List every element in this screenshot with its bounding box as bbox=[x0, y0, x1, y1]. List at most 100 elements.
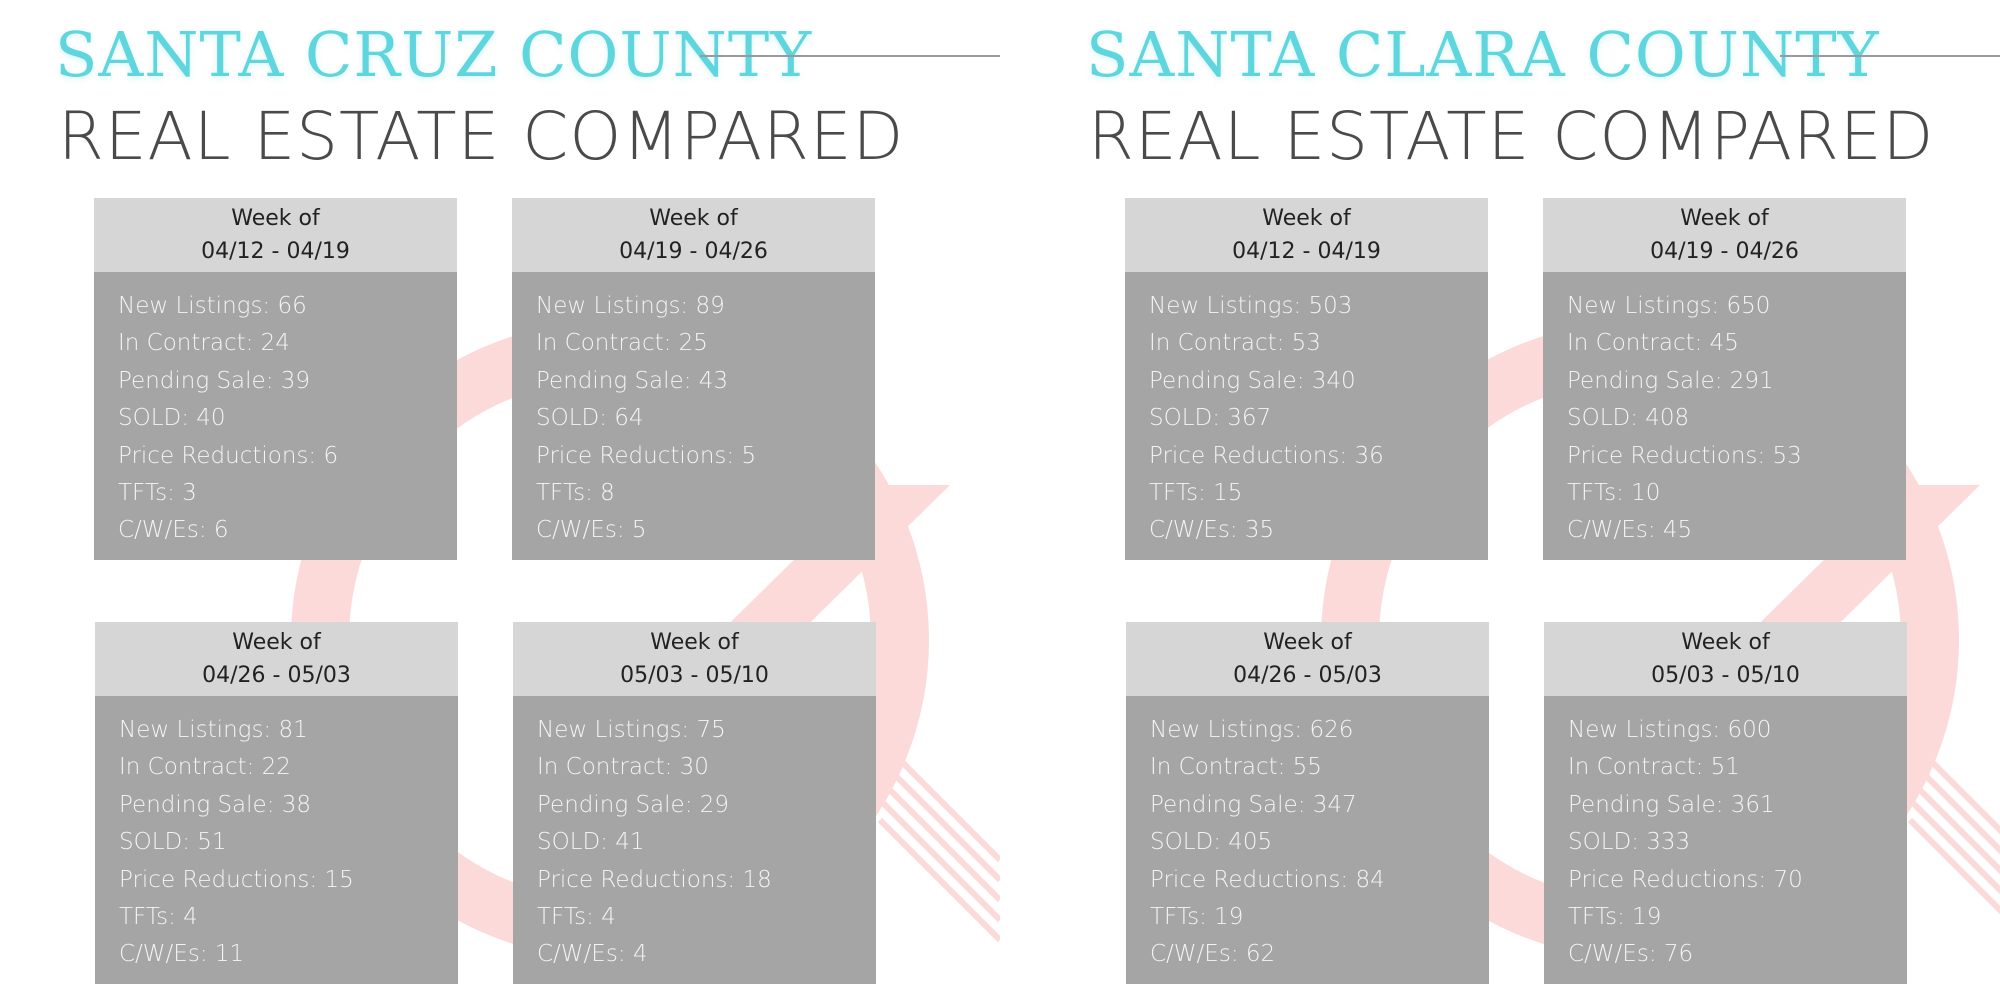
stat-tfts: TFTs: 15 bbox=[1149, 479, 1243, 506]
stat-sold: SOLD: 64 bbox=[536, 405, 644, 432]
card-stats: New Listings: 650 In Contract: 45 Pendin… bbox=[1543, 272, 1906, 560]
stat-cwes: C/W/Es: 62 bbox=[1150, 941, 1276, 968]
card-header: Week of 04/26 - 05/03 bbox=[95, 622, 458, 696]
week-card: Week of 04/12 - 04/19 New Listings: 503 … bbox=[1125, 198, 1488, 560]
week-label: Week of bbox=[1681, 630, 1770, 655]
stat-tfts: TFTs: 4 bbox=[119, 903, 198, 930]
week-label: Week of bbox=[232, 630, 321, 655]
stat-pending-sale: Pending Sale: 43 bbox=[536, 367, 729, 394]
stat-pending-sale: Pending Sale: 347 bbox=[1150, 791, 1357, 818]
stat-in-contract: In Contract: 24 bbox=[118, 330, 290, 357]
week-dates: 04/26 - 05/03 bbox=[1233, 663, 1382, 688]
card-header: Week of 04/12 - 04/19 bbox=[94, 198, 457, 272]
week-label: Week of bbox=[650, 630, 739, 655]
stat-in-contract: In Contract: 51 bbox=[1568, 754, 1740, 781]
stat-new-listings: New Listings: 81 bbox=[119, 717, 308, 743]
week-dates: 04/26 - 05/03 bbox=[202, 663, 351, 688]
stat-sold: SOLD: 333 bbox=[1568, 829, 1691, 856]
stat-new-listings: New Listings: 503 bbox=[1149, 293, 1353, 319]
stat-cwes: C/W/Es: 4 bbox=[537, 941, 648, 968]
stat-tfts: TFTs: 4 bbox=[537, 903, 616, 930]
stat-price-reductions: Price Reductions: 6 bbox=[118, 442, 339, 469]
stat-cwes: C/W/Es: 11 bbox=[119, 941, 245, 968]
card-header: Week of 05/03 - 05/10 bbox=[513, 622, 876, 696]
card-header: Week of 04/19 - 04/26 bbox=[512, 198, 875, 272]
stat-cwes: C/W/Es: 5 bbox=[536, 517, 647, 544]
stat-pending-sale: Pending Sale: 361 bbox=[1568, 791, 1775, 818]
stat-tfts: TFTs: 19 bbox=[1568, 903, 1662, 930]
stat-cwes: C/W/Es: 6 bbox=[118, 517, 229, 544]
stat-pending-sale: Pending Sale: 291 bbox=[1567, 367, 1774, 394]
santa-clara-panel: SANTA CLARA COUNTY REAL ESTATE COMPARED … bbox=[1030, 0, 2000, 1000]
stat-tfts: TFTs: 8 bbox=[536, 479, 615, 506]
card-stats: New Listings: 600 In Contract: 51 Pendin… bbox=[1544, 696, 1907, 984]
stat-new-listings: New Listings: 89 bbox=[536, 293, 725, 319]
card-stats: New Listings: 66 In Contract: 24 Pending… bbox=[94, 272, 457, 560]
stat-in-contract: In Contract: 30 bbox=[537, 754, 709, 781]
stat-sold: SOLD: 405 bbox=[1150, 829, 1273, 856]
stat-in-contract: In Contract: 53 bbox=[1149, 330, 1321, 357]
stat-sold: SOLD: 41 bbox=[537, 829, 645, 856]
week-dates: 05/03 - 05/10 bbox=[1651, 663, 1800, 688]
stat-new-listings: New Listings: 600 bbox=[1568, 717, 1772, 743]
card-header: Week of 04/12 - 04/19 bbox=[1125, 198, 1488, 272]
week-label: Week of bbox=[1263, 630, 1352, 655]
week-card: Week of 04/26 - 05/03 New Listings: 626 … bbox=[1126, 622, 1489, 984]
stat-new-listings: New Listings: 626 bbox=[1150, 717, 1354, 743]
week-card: Week of 04/26 - 05/03 New Listings: 81 I… bbox=[95, 622, 458, 984]
stat-new-listings: New Listings: 650 bbox=[1567, 293, 1771, 319]
stat-tfts: TFTs: 3 bbox=[118, 479, 197, 506]
card-header: Week of 05/03 - 05/10 bbox=[1544, 622, 1907, 696]
card-stats: New Listings: 81 In Contract: 22 Pending… bbox=[95, 696, 458, 984]
stat-pending-sale: Pending Sale: 38 bbox=[119, 791, 312, 818]
stat-new-listings: New Listings: 66 bbox=[118, 293, 307, 319]
stat-price-reductions: Price Reductions: 5 bbox=[536, 442, 757, 469]
card-stats: New Listings: 626 In Contract: 55 Pendin… bbox=[1126, 696, 1489, 984]
santa-cruz-panel: SANTA CRUZ COUNTY REAL ESTATE COMPARED W… bbox=[55, 18, 1000, 984]
week-dates: 04/19 - 04/26 bbox=[619, 239, 768, 264]
card-header: Week of 04/26 - 05/03 bbox=[1126, 622, 1489, 696]
week-label: Week of bbox=[1262, 206, 1351, 231]
week-dates: 05/03 - 05/10 bbox=[620, 663, 769, 688]
week-card: Week of 04/12 - 04/19 New Listings: 66 I… bbox=[94, 198, 457, 560]
stat-in-contract: In Contract: 45 bbox=[1567, 330, 1739, 357]
stat-in-contract: In Contract: 55 bbox=[1150, 754, 1322, 781]
stat-pending-sale: Pending Sale: 39 bbox=[118, 367, 311, 394]
week-card: Week of 04/19 - 04/26 New Listings: 650 … bbox=[1543, 198, 1906, 560]
week-card: Week of 04/19 - 04/26 New Listings: 89 I… bbox=[512, 198, 875, 560]
stat-sold: SOLD: 40 bbox=[118, 405, 226, 432]
stat-sold: SOLD: 367 bbox=[1149, 405, 1272, 432]
stat-price-reductions: Price Reductions: 53 bbox=[1567, 442, 1802, 469]
stat-price-reductions: Price Reductions: 84 bbox=[1150, 866, 1385, 893]
stat-in-contract: In Contract: 25 bbox=[536, 330, 708, 357]
week-card: Week of 05/03 - 05/10 New Listings: 75 I… bbox=[513, 622, 876, 984]
week-dates: 04/12 - 04/19 bbox=[1232, 239, 1381, 264]
stat-new-listings: New Listings: 75 bbox=[537, 717, 726, 743]
title-divider bbox=[700, 55, 1000, 57]
stat-sold: SOLD: 408 bbox=[1567, 405, 1690, 432]
stat-cwes: C/W/Es: 76 bbox=[1568, 941, 1694, 968]
county-title: SANTA CLARA COUNTY bbox=[1086, 18, 1880, 91]
card-header: Week of 04/19 - 04/26 bbox=[1543, 198, 1906, 272]
card-stats: New Listings: 75 In Contract: 30 Pending… bbox=[513, 696, 876, 984]
week-label: Week of bbox=[231, 206, 320, 231]
stat-tfts: TFTs: 10 bbox=[1567, 479, 1661, 506]
stat-price-reductions: Price Reductions: 15 bbox=[119, 866, 354, 893]
week-dates: 04/12 - 04/19 bbox=[201, 239, 350, 264]
week-card: Week of 05/03 - 05/10 New Listings: 600 … bbox=[1544, 622, 1907, 984]
stat-cwes: C/W/Es: 35 bbox=[1149, 517, 1275, 544]
page-subtitle: REAL ESTATE COMPARED bbox=[1088, 98, 1935, 175]
card-stats: New Listings: 503 In Contract: 53 Pendin… bbox=[1125, 272, 1488, 560]
stat-cwes: C/W/Es: 45 bbox=[1567, 517, 1693, 544]
stat-price-reductions: Price Reductions: 18 bbox=[537, 866, 772, 893]
stat-in-contract: In Contract: 22 bbox=[119, 754, 291, 781]
stat-sold: SOLD: 51 bbox=[119, 829, 227, 856]
stat-pending-sale: Pending Sale: 340 bbox=[1149, 367, 1356, 394]
title-divider bbox=[1780, 55, 2000, 57]
stat-price-reductions: Price Reductions: 36 bbox=[1149, 442, 1384, 469]
week-dates: 04/19 - 04/26 bbox=[1650, 239, 1799, 264]
stat-price-reductions: Price Reductions: 70 bbox=[1568, 866, 1803, 893]
week-label: Week of bbox=[1680, 206, 1769, 231]
county-title: SANTA CRUZ COUNTY bbox=[55, 18, 813, 91]
week-label: Week of bbox=[649, 206, 738, 231]
